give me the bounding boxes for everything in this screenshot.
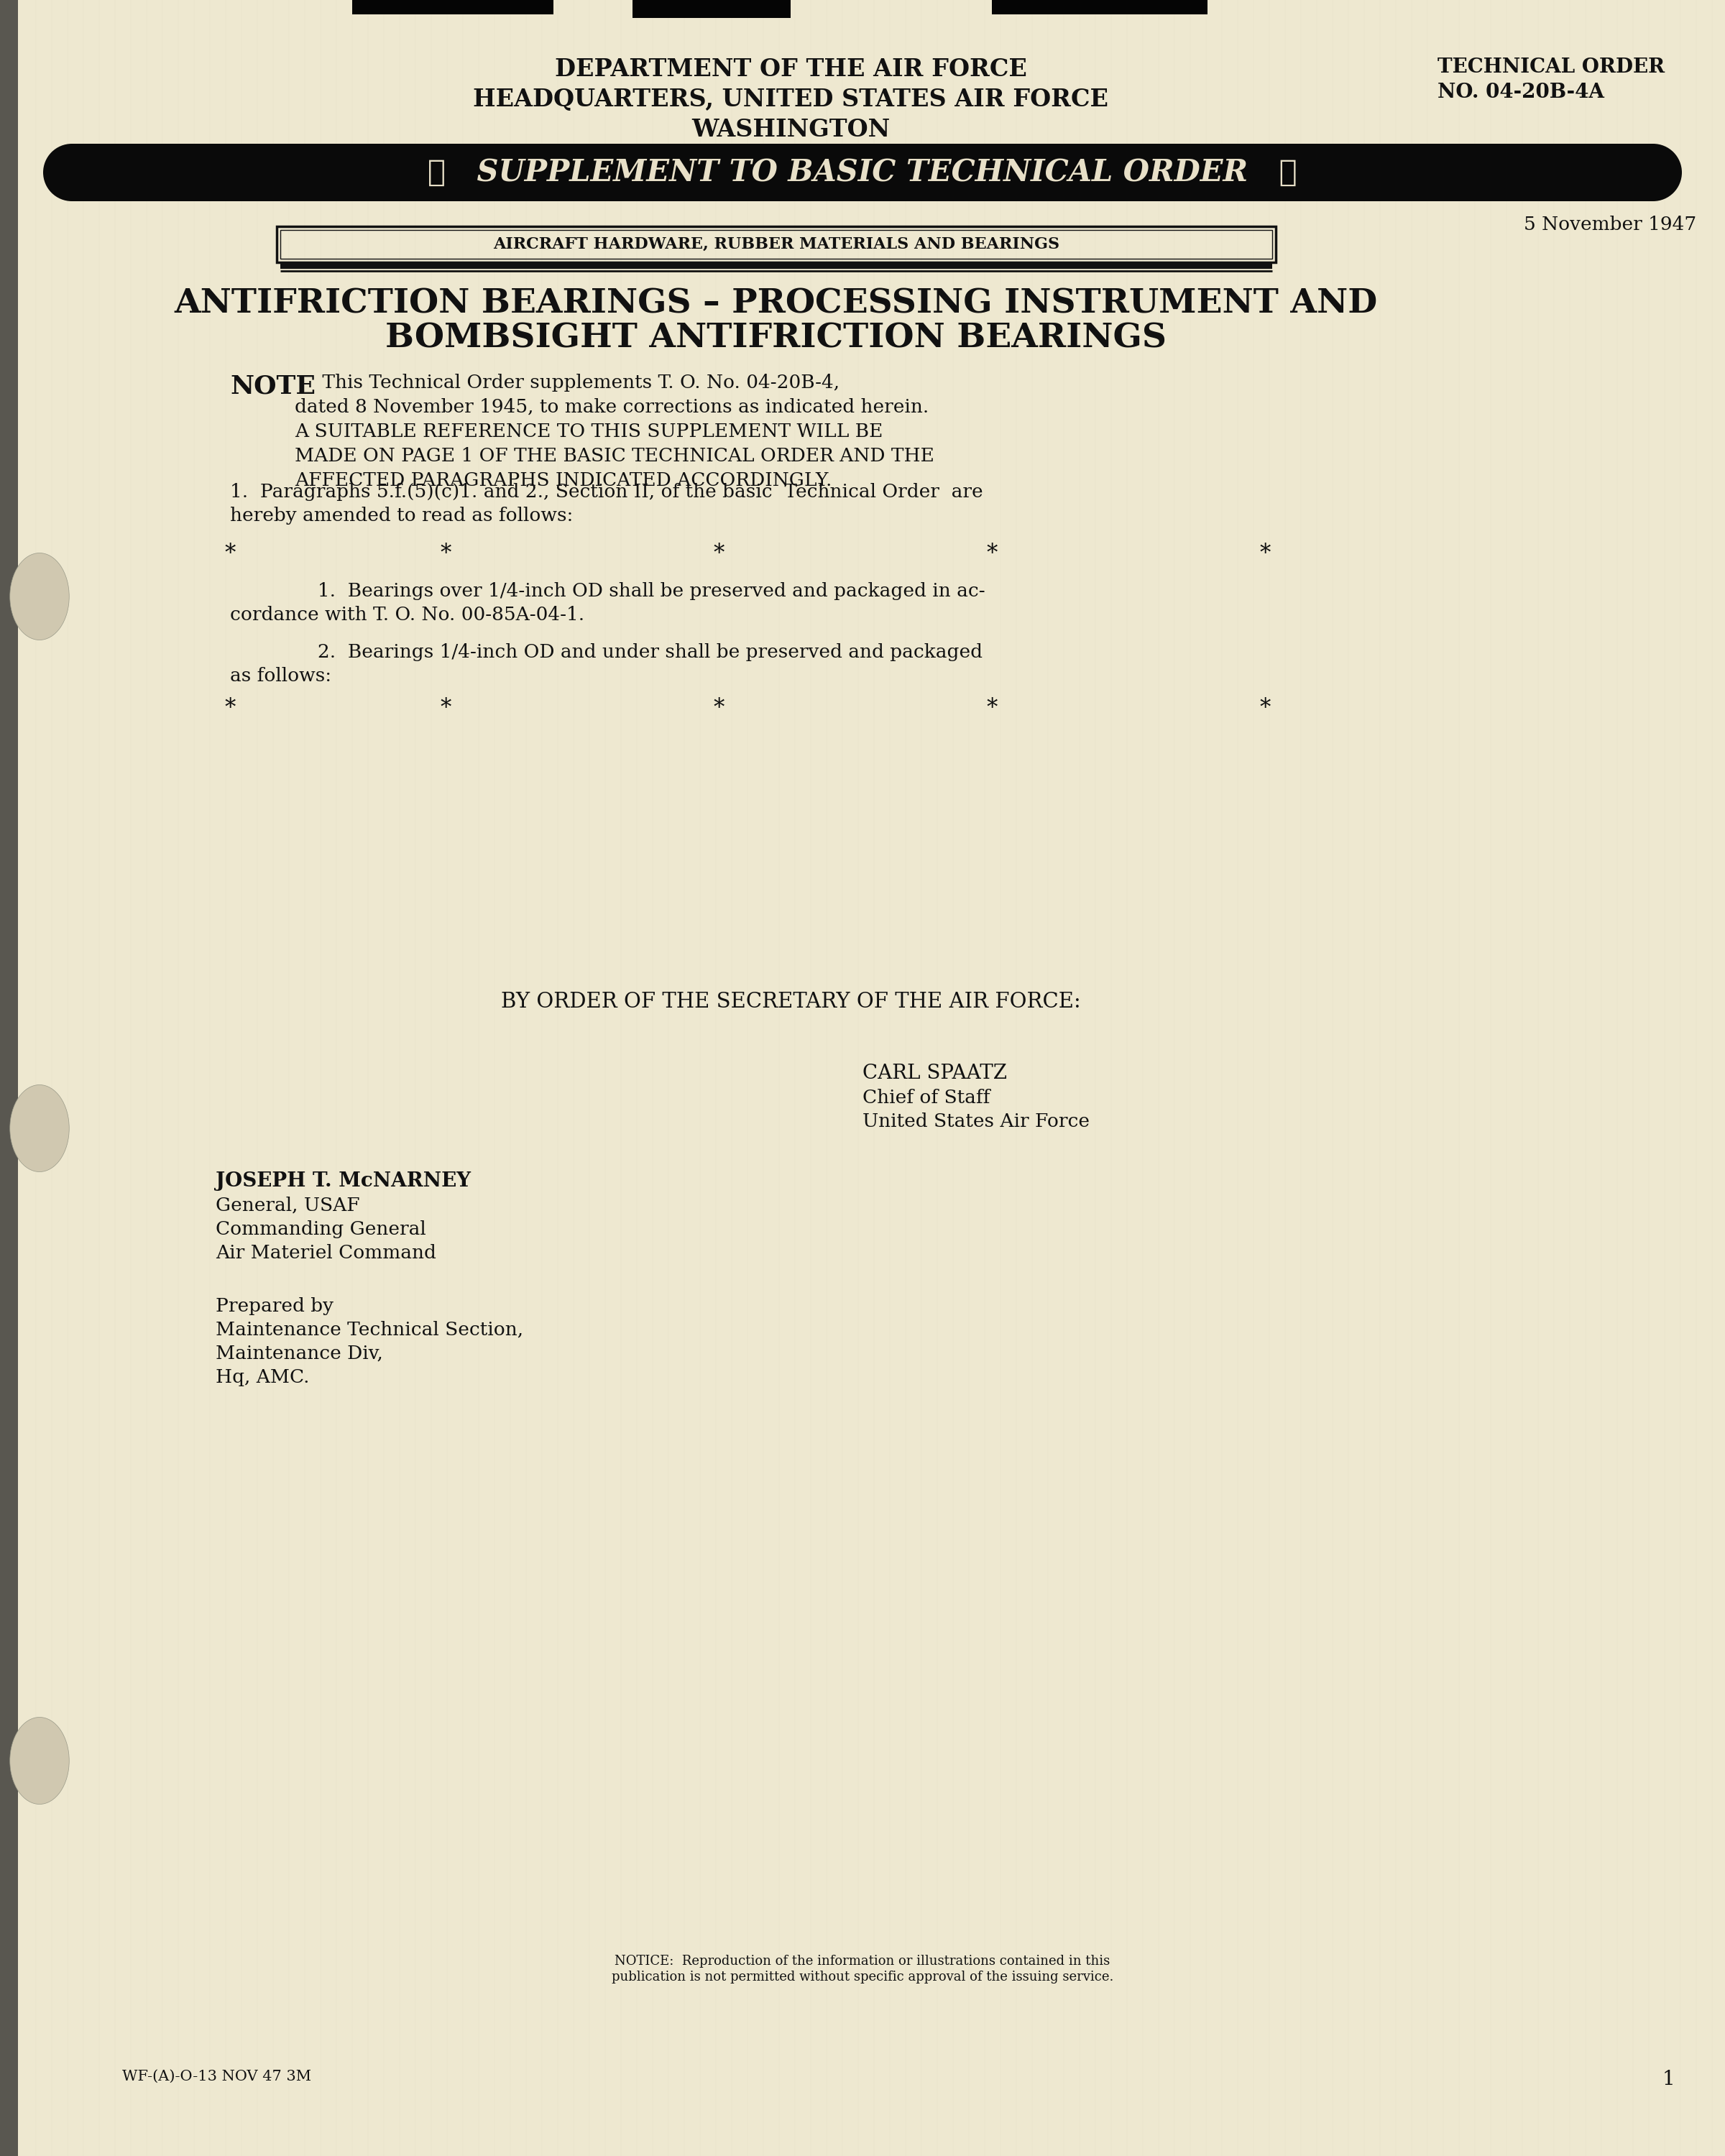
Text: BOMBSIGHT ANTIFRICTION BEARINGS: BOMBSIGHT ANTIFRICTION BEARINGS	[386, 321, 1166, 356]
Text: WASHINGTON: WASHINGTON	[692, 119, 890, 142]
Text: MADE ON PAGE 1 OF THE BASIC TECHNICAL ORDER AND THE: MADE ON PAGE 1 OF THE BASIC TECHNICAL OR…	[295, 446, 935, 466]
Text: *: *	[712, 696, 724, 720]
Text: *: *	[440, 696, 452, 720]
Ellipse shape	[1625, 144, 1682, 201]
Text: *: *	[987, 543, 997, 565]
Text: This Technical Order supplements T. O. No. 04-20B-4,: This Technical Order supplements T. O. N…	[316, 373, 840, 392]
Text: *: *	[224, 696, 236, 720]
Text: 1.  Bearings over 1/4-inch OD shall be preserved and packaged in ac-: 1. Bearings over 1/4-inch OD shall be pr…	[288, 582, 985, 599]
Ellipse shape	[10, 554, 69, 640]
Text: Commanding General: Commanding General	[216, 1220, 426, 1238]
Text: HEADQUARTERS, UNITED STATES AIR FORCE: HEADQUARTERS, UNITED STATES AIR FORCE	[473, 88, 1109, 112]
Text: NOTICE:  Reproduction of the information or illustrations contained in this: NOTICE: Reproduction of the information …	[614, 1955, 1111, 1968]
Bar	[72, 144, 1653, 201]
Text: United States Air Force: United States Air Force	[862, 1112, 1090, 1130]
Text: WF-(A)-O-13 NOV 47 3M: WF-(A)-O-13 NOV 47 3M	[122, 2070, 310, 2083]
Text: ★   SUPPLEMENT TO BASIC TECHNICAL ORDER   ★: ★ SUPPLEMENT TO BASIC TECHNICAL ORDER ★	[428, 157, 1297, 188]
Text: AIRCRAFT HARDWARE, RUBBER MATERIALS AND BEARINGS: AIRCRAFT HARDWARE, RUBBER MATERIALS AND …	[493, 237, 1059, 252]
Text: *: *	[1259, 696, 1271, 720]
Bar	[279, 231, 1273, 259]
Text: dated 8 November 1945, to make corrections as indicated herein.: dated 8 November 1945, to make correctio…	[295, 399, 928, 416]
Text: TECHNICAL ORDER: TECHNICAL ORDER	[1437, 58, 1665, 78]
Bar	[276, 226, 1276, 263]
Ellipse shape	[43, 144, 100, 201]
Text: hereby amended to read as follows:: hereby amended to read as follows:	[229, 507, 573, 524]
Ellipse shape	[10, 1716, 69, 1805]
Text: Air Materiel Command: Air Materiel Command	[216, 1244, 436, 1261]
Text: Maintenance Technical Section,: Maintenance Technical Section,	[216, 1322, 523, 1339]
Text: *: *	[1259, 543, 1271, 565]
Text: General, USAF: General, USAF	[216, 1197, 361, 1214]
Text: *: *	[987, 696, 997, 720]
Bar	[992, 0, 1208, 15]
Text: publication is not permitted without specific approval of the issuing service.: publication is not permitted without spe…	[612, 1971, 1113, 1984]
Text: as follows:: as follows:	[229, 666, 331, 686]
Text: 2.  Bearings 1/4-inch OD and under shall be preserved and packaged: 2. Bearings 1/4-inch OD and under shall …	[288, 642, 983, 662]
Text: *: *	[712, 543, 724, 565]
Text: cordance with T. O. No. 00-85A-04-1.: cordance with T. O. No. 00-85A-04-1.	[229, 606, 585, 623]
Text: JOSEPH T. McNARNEY: JOSEPH T. McNARNEY	[216, 1171, 471, 1190]
Text: AFFECTED PARAGRAPHS INDICATED ACCORDINGLY.: AFFECTED PARAGRAPHS INDICATED ACCORDINGL…	[295, 472, 831, 489]
Text: Chief of Staff: Chief of Staff	[862, 1089, 990, 1106]
Text: NO. 04-20B-4A: NO. 04-20B-4A	[1437, 82, 1604, 101]
Text: ANTIFRICTION BEARINGS – PROCESSING INSTRUMENT AND: ANTIFRICTION BEARINGS – PROCESSING INSTR…	[174, 287, 1378, 321]
Text: NOTE: NOTE	[229, 373, 316, 399]
Text: BY ORDER OF THE SECRETARY OF THE AIR FORCE:: BY ORDER OF THE SECRETARY OF THE AIR FOR…	[500, 992, 1080, 1011]
Bar	[352, 0, 554, 15]
Text: Maintenance Div,: Maintenance Div,	[216, 1345, 383, 1363]
Text: Hq, AMC.: Hq, AMC.	[216, 1369, 309, 1386]
Text: Prepared by: Prepared by	[216, 1298, 333, 1315]
Text: CARL SPAATZ: CARL SPAATZ	[862, 1063, 1007, 1082]
Bar	[633, 0, 790, 17]
Text: DEPARTMENT OF THE AIR FORCE: DEPARTMENT OF THE AIR FORCE	[554, 58, 1026, 82]
Text: 5 November 1947: 5 November 1947	[1523, 216, 1696, 233]
Text: *: *	[224, 543, 236, 565]
Ellipse shape	[10, 1084, 69, 1173]
Text: A SUITABLE REFERENCE TO THIS SUPPLEMENT WILL BE: A SUITABLE REFERENCE TO THIS SUPPLEMENT …	[295, 423, 883, 440]
Bar	[0, 0, 17, 2156]
Text: 1: 1	[1661, 2070, 1675, 2089]
Text: 1.  Paragraphs 5.f.(5)(c)1. and 2., Section II, of the basic  Technical Order  a: 1. Paragraphs 5.f.(5)(c)1. and 2., Secti…	[229, 483, 983, 500]
Text: *: *	[440, 543, 452, 565]
